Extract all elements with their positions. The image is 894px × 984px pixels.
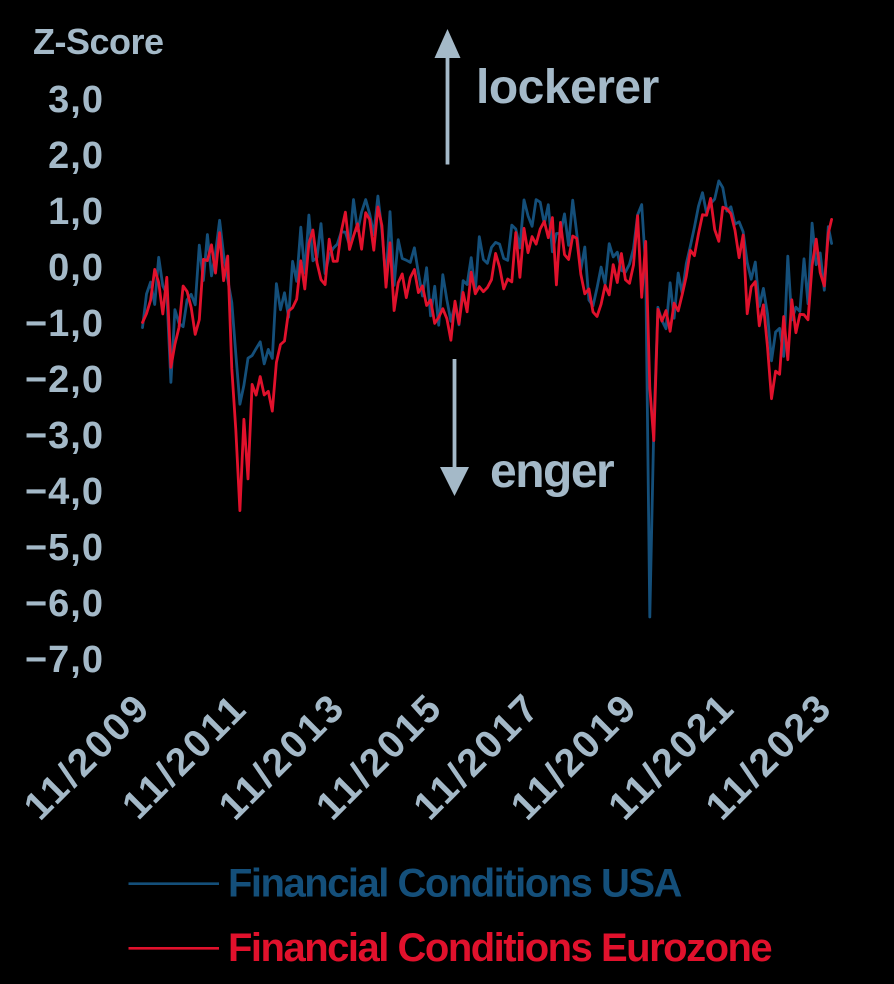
svg-text:0,0: 0,0 (48, 247, 104, 289)
svg-text:−4,0: −4,0 (25, 471, 104, 513)
svg-text:−1,0: −1,0 (25, 303, 104, 345)
svg-text:−3,0: −3,0 (25, 415, 104, 457)
svg-text:enger: enger (490, 445, 614, 498)
svg-text:−5,0: −5,0 (25, 527, 104, 569)
svg-text:−6,0: −6,0 (25, 583, 104, 625)
svg-text:2,0: 2,0 (48, 135, 104, 177)
svg-text:Financial Conditions USA: Financial Conditions USA (228, 862, 682, 906)
svg-text:Financial Conditions Eurozone: Financial Conditions Eurozone (228, 926, 771, 970)
svg-text:1,0: 1,0 (48, 191, 104, 233)
svg-text:Z-Score: Z-Score (33, 21, 164, 62)
svg-text:−2,0: −2,0 (25, 359, 104, 401)
svg-text:−7,0: −7,0 (25, 639, 104, 681)
svg-text:3,0: 3,0 (48, 79, 104, 121)
svg-text:lockerer: lockerer (476, 61, 659, 114)
